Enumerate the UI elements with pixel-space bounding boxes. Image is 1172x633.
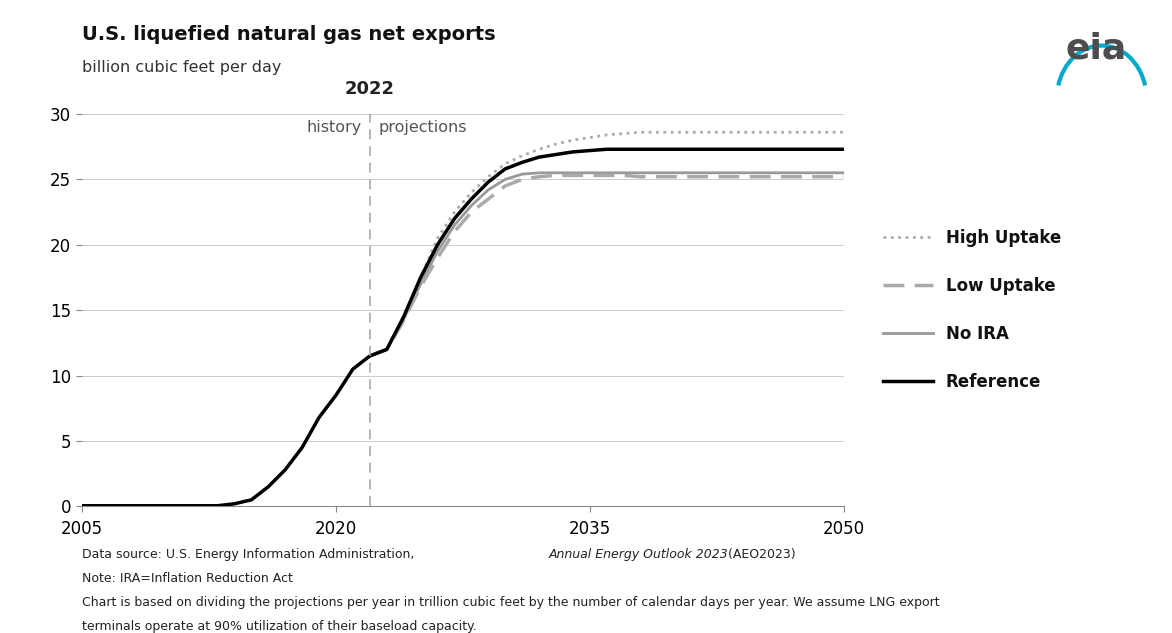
- Text: 2022: 2022: [345, 80, 395, 98]
- Text: Chart is based on dividing the projections per year in trillion cubic feet by th: Chart is based on dividing the projectio…: [82, 596, 940, 609]
- Text: Note: IRA=Inflation Reduction Act: Note: IRA=Inflation Reduction Act: [82, 572, 293, 585]
- Text: projections: projections: [379, 120, 466, 135]
- Text: (AEO2023): (AEO2023): [724, 548, 796, 561]
- Text: eia: eia: [1065, 32, 1126, 66]
- Text: history: history: [306, 120, 361, 135]
- Text: Annual Energy Outlook 2023: Annual Energy Outlook 2023: [548, 548, 728, 561]
- Text: Data source: U.S. Energy Information Administration,: Data source: U.S. Energy Information Adm…: [82, 548, 418, 561]
- Text: billion cubic feet per day: billion cubic feet per day: [82, 60, 281, 75]
- Legend: High Uptake, Low Uptake, No IRA, Reference: High Uptake, Low Uptake, No IRA, Referen…: [883, 229, 1061, 391]
- Text: U.S. liquefied natural gas net exports: U.S. liquefied natural gas net exports: [82, 25, 496, 44]
- Text: terminals operate at 90% utilization of their baseload capacity.: terminals operate at 90% utilization of …: [82, 620, 477, 633]
